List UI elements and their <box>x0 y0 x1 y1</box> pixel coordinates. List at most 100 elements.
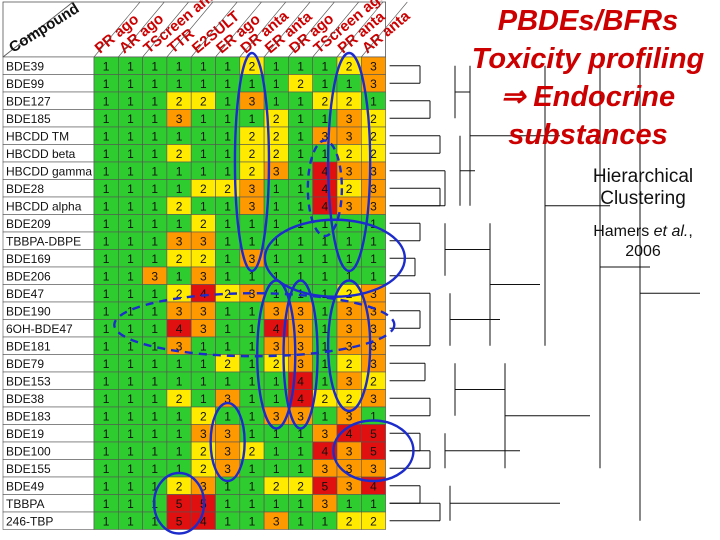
score-value: 2 <box>346 182 353 196</box>
cluster-oval <box>326 279 372 413</box>
score-value: 3 <box>346 112 353 126</box>
score-value: 1 <box>224 410 231 424</box>
table-row: BDE153 1 1 1 1 1 1 1 1 4 1 3 2 <box>2 371 386 390</box>
table-row: BDE127 1 1 1 2 2 1 3 1 1 2 2 1 <box>2 91 386 110</box>
score-value: 2 <box>346 515 353 529</box>
score-value: 1 <box>103 462 110 476</box>
table-row: 246-TBP 1 1 1 5 4 1 1 3 1 1 2 2 <box>2 511 386 530</box>
score-value: 2 <box>200 217 207 231</box>
score-value: 2 <box>200 462 207 476</box>
score-value: 1 <box>224 305 231 319</box>
table-row: BDE183 1 1 1 1 2 1 1 3 3 1 3 1 <box>2 406 386 425</box>
score-value: 1 <box>103 200 110 214</box>
cluster-oval <box>306 139 344 238</box>
compound-name: BDE206 <box>6 270 51 284</box>
score-value: 1 <box>127 77 134 91</box>
score-value: 3 <box>322 130 329 144</box>
score-value: 1 <box>200 147 207 161</box>
score-value: 2 <box>346 95 353 109</box>
score-value: 1 <box>273 252 280 266</box>
cluster-oval <box>209 401 246 483</box>
score-value: 1 <box>322 287 329 301</box>
score-value: 1 <box>103 130 110 144</box>
score-value: 2 <box>370 112 377 126</box>
score-value: 1 <box>224 322 231 336</box>
table-row: BDE100 1 1 1 1 2 3 2 1 1 4 3 5 <box>2 441 386 460</box>
score-value: 2 <box>346 392 353 406</box>
score-value: 1 <box>151 480 158 494</box>
score-value: 3 <box>370 165 377 179</box>
score-value: 1 <box>151 217 158 231</box>
compound-name: BDE209 <box>6 217 51 231</box>
score-value: 3 <box>346 322 353 336</box>
score-value: 1 <box>103 165 110 179</box>
score-value: 3 <box>370 305 377 319</box>
score-value: 3 <box>200 235 207 249</box>
compound-name: TBBPA-DBPE <box>6 235 81 249</box>
score-value: 3 <box>176 235 183 249</box>
score-value: 3 <box>200 322 207 336</box>
table-row: BDE169 1 1 1 2 2 1 3 1 1 1 1 1 <box>2 249 386 268</box>
score-value: 1 <box>103 60 110 74</box>
score-value: 2 <box>176 147 183 161</box>
score-value: 2 <box>176 252 183 266</box>
score-value: 4 <box>370 480 377 494</box>
score-value: 3 <box>200 270 207 284</box>
score-value: 1 <box>176 165 183 179</box>
score-value: 2 <box>224 182 231 196</box>
score-value: 1 <box>103 112 110 126</box>
score-value: 1 <box>176 182 183 196</box>
score-value: 1 <box>151 60 158 74</box>
table-row: BDE99 1 1 1 1 1 1 1 1 2 1 1 3 <box>2 74 386 93</box>
compound-name: BDE39 <box>6 60 44 74</box>
score-value: 1 <box>103 427 110 441</box>
score-value: 1 <box>224 200 231 214</box>
score-value: 3 <box>322 462 329 476</box>
score-value: 1 <box>200 112 207 126</box>
compound-name: BDE153 <box>6 375 51 389</box>
cluster-oval-dashed <box>113 292 396 358</box>
score-value: 1 <box>103 410 110 424</box>
score-value: 1 <box>297 130 304 144</box>
score-value: 1 <box>127 287 134 301</box>
score-value: 1 <box>151 357 158 371</box>
score-value: 1 <box>370 217 377 231</box>
score-value: 1 <box>224 480 231 494</box>
score-value: 1 <box>103 305 110 319</box>
score-value: 1 <box>273 427 280 441</box>
score-value: 1 <box>151 200 158 214</box>
score-value: 1 <box>273 60 280 74</box>
score-value: 1 <box>322 305 329 319</box>
score-value: 1 <box>249 217 256 231</box>
score-value: 1 <box>127 217 134 231</box>
score-value: 1 <box>103 497 110 511</box>
score-value: 1 <box>103 287 110 301</box>
score-value: 1 <box>322 270 329 284</box>
compound-name: BDE155 <box>6 462 51 476</box>
score-value: 1 <box>103 95 110 109</box>
score-value: 1 <box>151 427 158 441</box>
score-value: 2 <box>370 130 377 144</box>
score-value: 4 <box>273 322 280 336</box>
score-value: 2 <box>346 287 353 301</box>
score-value: 1 <box>176 357 183 371</box>
score-value: 3 <box>176 112 183 126</box>
score-value: 1 <box>200 130 207 144</box>
score-value: 3 <box>273 165 280 179</box>
score-value: 1 <box>273 182 280 196</box>
score-value: 5 <box>322 480 329 494</box>
table-row: HBCDD alpha 1 1 1 2 1 1 3 1 1 4 3 3 <box>2 196 386 215</box>
score-value: 1 <box>322 112 329 126</box>
score-value: 1 <box>297 252 304 266</box>
score-value: 1 <box>127 480 134 494</box>
compound-name: HBCDD beta <box>6 147 76 161</box>
column-header-divider <box>312 1 359 58</box>
score-value: 1 <box>297 462 304 476</box>
score-value: 3 <box>370 60 377 74</box>
score-value: 1 <box>249 112 256 126</box>
score-value: 1 <box>370 497 377 511</box>
score-value: 3 <box>273 410 280 424</box>
score-value: 2 <box>273 147 280 161</box>
table-row: BDE39 1 1 1 1 1 1 2 1 1 1 2 3 <box>2 56 386 75</box>
cluster-oval <box>326 51 372 273</box>
